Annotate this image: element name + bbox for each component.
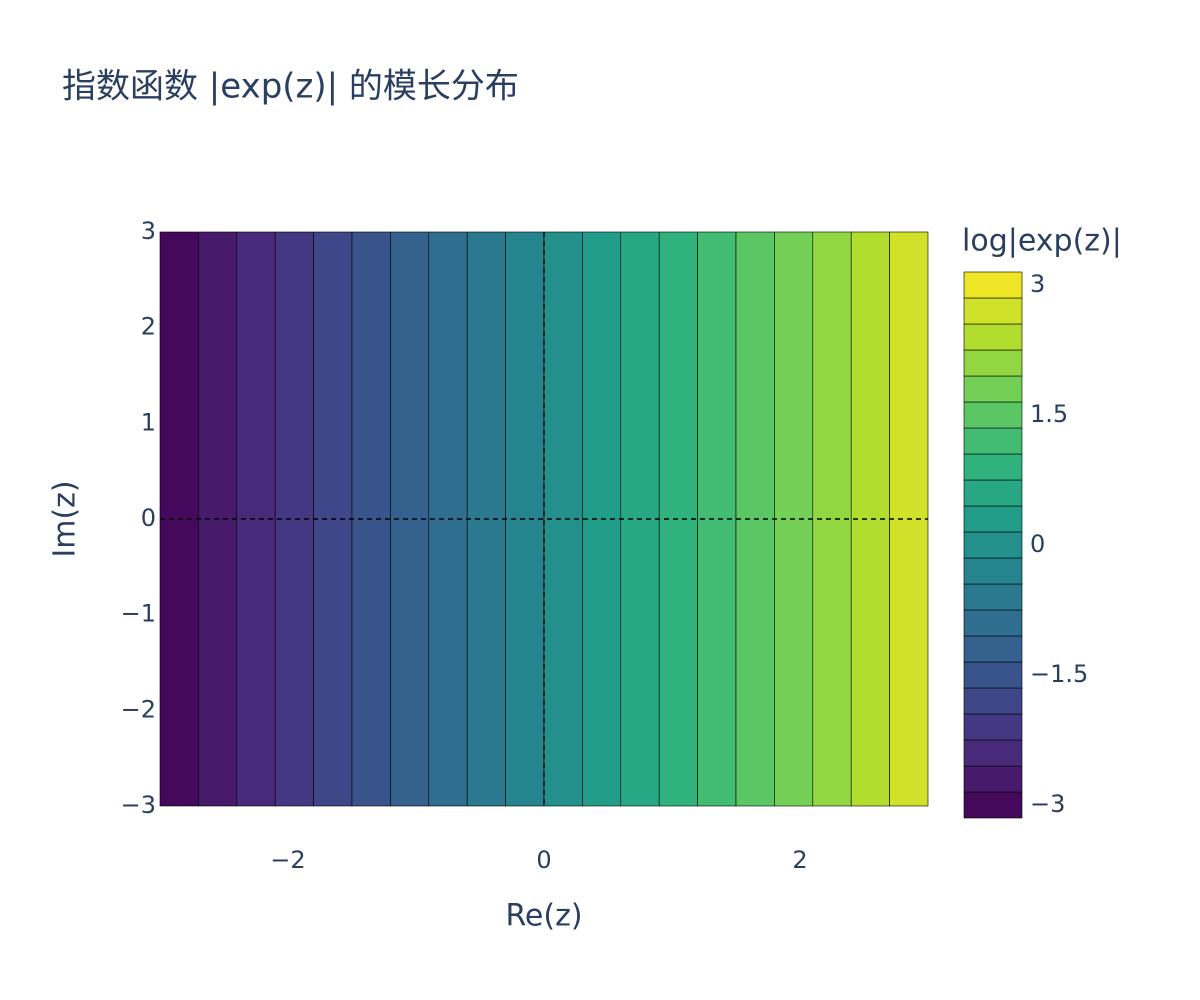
- colorbar-band: [963, 349, 1023, 377]
- colorbar-band: [963, 765, 1023, 793]
- colorbar-tick-label: 1.5: [1030, 400, 1068, 428]
- colorbar-band: [963, 635, 1023, 663]
- colorbar-band: [963, 557, 1023, 585]
- colorbar-tick-label: 3: [1030, 270, 1045, 298]
- colorbar-band: [963, 583, 1023, 611]
- colorbar-band: [963, 323, 1023, 351]
- colorbar-band: [963, 453, 1023, 481]
- colorbar-tick-label: −3: [1030, 790, 1065, 818]
- y-tick-label: 1: [141, 408, 156, 436]
- y-axis-title: Im(z): [48, 480, 83, 557]
- y-tick-label: −1: [121, 600, 156, 628]
- colorbar-band: [963, 739, 1023, 767]
- colorbar-band: [963, 713, 1023, 741]
- y-tick-label: 3: [141, 217, 156, 245]
- colorbar-band: [963, 531, 1023, 559]
- x-tick-label: 2: [792, 846, 807, 874]
- colorbar-tick-label: −1.5: [1030, 660, 1088, 688]
- colorbar-band: [963, 427, 1023, 455]
- colorbar-band: [963, 791, 1023, 819]
- x-axis-title: Re(z): [505, 899, 582, 934]
- y-tick-label: 2: [141, 313, 156, 341]
- colorbar-band: [963, 687, 1023, 715]
- colorbar-band: [963, 375, 1023, 403]
- x-tick-label: 0: [536, 846, 551, 874]
- colorbar-band: [963, 661, 1023, 689]
- colorbar-band: [963, 609, 1023, 637]
- colorbar-tick-label: 0: [1030, 530, 1045, 558]
- y-tick-label: −3: [121, 791, 156, 819]
- colorbar-band: [963, 505, 1023, 533]
- colorbar-band: [963, 479, 1023, 507]
- colorbar-title: log|exp(z)|: [962, 224, 1122, 259]
- colorbar-band: [963, 297, 1023, 325]
- y-tick-label: 0: [141, 504, 156, 532]
- colorbar-band: [963, 271, 1023, 299]
- y-tick-label: −2: [121, 695, 156, 723]
- x-tick-label: −2: [270, 846, 305, 874]
- colorbar-band: [963, 401, 1023, 429]
- chart-title: 指数函数 |exp(z)| 的模长分布: [62, 67, 519, 107]
